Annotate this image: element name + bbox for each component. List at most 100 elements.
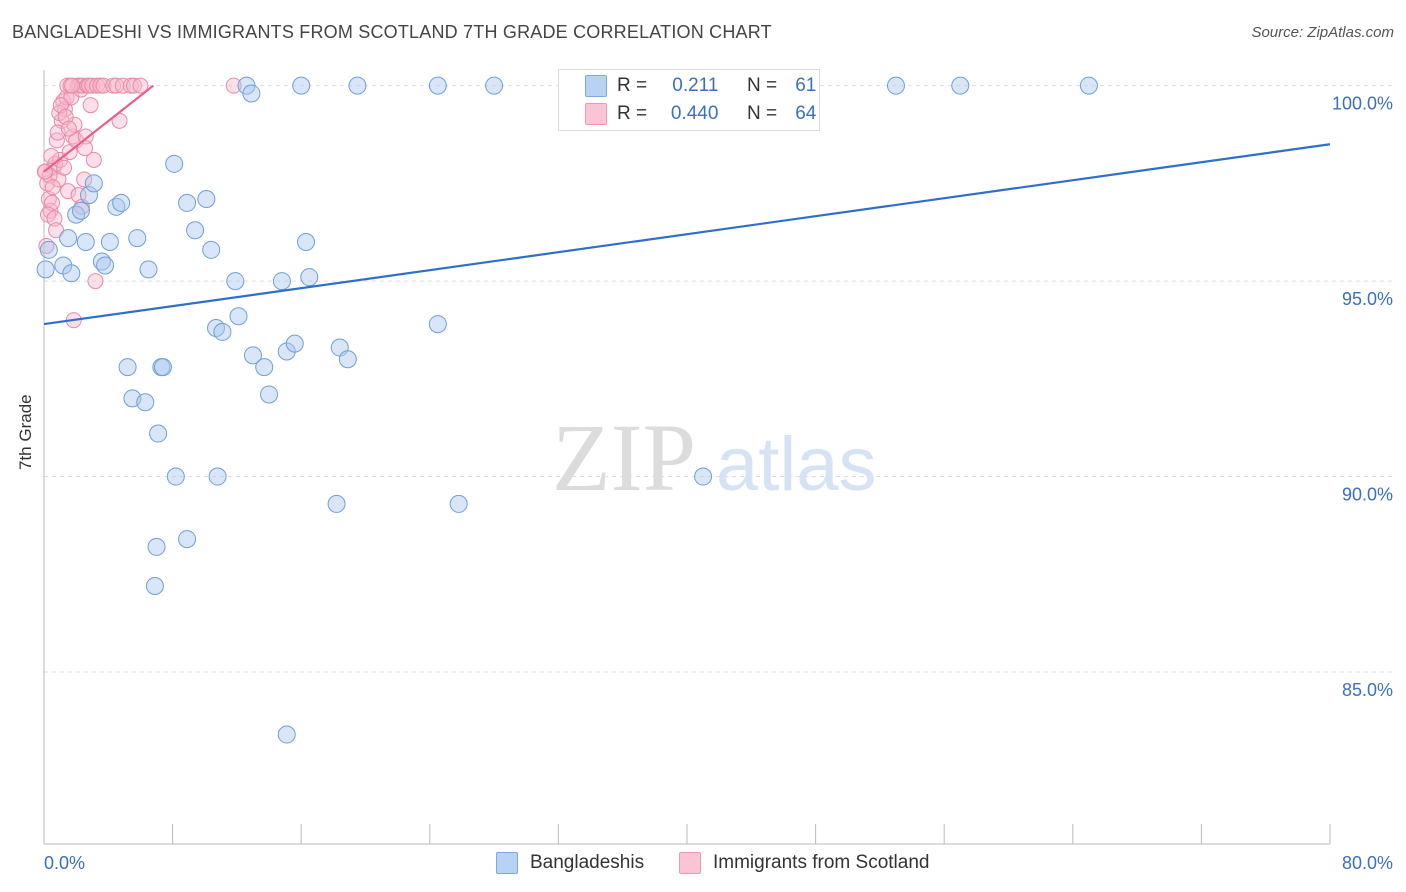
pink-point bbox=[64, 77, 81, 94]
blue-point bbox=[165, 154, 184, 173]
blue-point bbox=[36, 260, 55, 279]
legend-n-label: N = bbox=[746, 103, 778, 124]
blue-point bbox=[39, 240, 58, 259]
blue-point bbox=[327, 494, 346, 513]
x-tick-label: 0.0% bbox=[44, 853, 85, 873]
blue-point bbox=[428, 315, 447, 334]
pink-point bbox=[60, 183, 77, 200]
pink-trend-line bbox=[43, 84, 154, 173]
blue-point bbox=[202, 240, 221, 259]
legend-swatch-blue bbox=[496, 852, 518, 874]
blue-point bbox=[243, 346, 262, 365]
blue-point bbox=[300, 268, 319, 287]
gridlines bbox=[44, 85, 1394, 673]
blue-trend-line bbox=[43, 143, 1331, 326]
trend-lines bbox=[43, 84, 1331, 326]
legend-item-bangladeshis: Bangladeshis bbox=[496, 852, 644, 874]
blue-point bbox=[149, 424, 168, 443]
legend-swatch-blue bbox=[585, 75, 607, 97]
pink-point bbox=[48, 222, 65, 239]
blue-point bbox=[147, 537, 166, 556]
y-tick-label: 100.0% bbox=[1332, 94, 1393, 114]
blue-point bbox=[71, 201, 90, 220]
y-tick-label: 95.0% bbox=[1342, 289, 1393, 309]
blue-point bbox=[186, 221, 205, 240]
blue-point bbox=[285, 334, 304, 353]
legend-label-scotland: Immigrants from Scotland bbox=[713, 852, 930, 873]
watermark: ZIP atlas bbox=[552, 404, 877, 511]
blue-point bbox=[1079, 76, 1098, 95]
legend-swatch-pink bbox=[585, 103, 607, 125]
blue-point bbox=[694, 467, 713, 486]
legend-r-value: 0.440 bbox=[670, 103, 719, 124]
axes bbox=[43, 70, 1331, 845]
blue-point bbox=[226, 272, 245, 291]
pink-point bbox=[60, 120, 77, 137]
blue-point bbox=[449, 494, 468, 513]
blue-point bbox=[153, 358, 172, 377]
source-credit: Source: ZipAtlas.com bbox=[1251, 24, 1394, 41]
blue-point bbox=[428, 76, 447, 95]
blue-point bbox=[197, 190, 216, 208]
blue-point bbox=[208, 467, 227, 486]
blue-point bbox=[145, 577, 164, 595]
pink-point bbox=[82, 97, 99, 114]
blue-point bbox=[292, 76, 311, 95]
blue-point bbox=[59, 229, 78, 248]
blue-point bbox=[128, 229, 147, 248]
legend-r-label: R = bbox=[617, 103, 648, 124]
legend-n-label: N = bbox=[746, 75, 778, 96]
pink-point bbox=[43, 148, 60, 164]
blue-series bbox=[36, 76, 1098, 744]
blue-point bbox=[76, 233, 95, 251]
pink-point bbox=[46, 210, 63, 227]
legend-n-value: 61 bbox=[795, 75, 817, 96]
legend-item-scotland: Immigrants from Scotland bbox=[679, 852, 929, 874]
series-legend: Bangladeshis Immigrants from Scotland bbox=[0, 852, 1406, 878]
pink-point bbox=[132, 77, 149, 94]
x-tick-label: 80.0% bbox=[1342, 853, 1393, 873]
pink-point bbox=[38, 237, 55, 254]
pink-point bbox=[56, 159, 73, 176]
blue-point bbox=[96, 256, 115, 275]
y-tick-label: 90.0% bbox=[1342, 485, 1393, 505]
blue-point bbox=[485, 76, 504, 95]
blue-point bbox=[84, 174, 103, 193]
blue-point bbox=[136, 393, 155, 412]
chart-title: BANGLADESHI VS IMMIGRANTS FROM SCOTLAND … bbox=[12, 22, 772, 42]
blue-point bbox=[62, 264, 81, 283]
blue-point bbox=[272, 272, 291, 291]
pink-point bbox=[126, 77, 143, 94]
pink-point bbox=[52, 97, 69, 114]
pink-point bbox=[114, 77, 131, 94]
blue-point bbox=[166, 467, 185, 486]
blue-point bbox=[338, 350, 357, 369]
pink-point bbox=[44, 179, 61, 196]
pink-point bbox=[95, 77, 112, 94]
pink-point bbox=[85, 151, 102, 168]
legend-swatch-pink bbox=[679, 852, 701, 874]
blue-point bbox=[255, 358, 274, 377]
y-axis-label: 7th Grade bbox=[16, 394, 35, 470]
blue-point bbox=[80, 186, 99, 205]
tick-labels: 100.0% 95.0% 90.0% 85.0% 0.0% 80.0% bbox=[44, 94, 1393, 873]
blue-point bbox=[100, 233, 119, 251]
legend-label-bangladeshis: Bangladeshis bbox=[530, 852, 645, 873]
blue-point bbox=[229, 307, 248, 326]
blue-point bbox=[886, 76, 905, 95]
blue-point bbox=[297, 233, 316, 251]
pink-point bbox=[87, 273, 104, 290]
y-tick-label: 85.0% bbox=[1342, 680, 1393, 700]
watermark-zip: ZIP bbox=[552, 404, 696, 511]
blue-point bbox=[213, 322, 232, 341]
blue-point bbox=[277, 725, 296, 744]
legend-r-label: R = bbox=[617, 75, 648, 96]
legend-n-value: 64 bbox=[795, 103, 817, 124]
watermark-atlas: atlas bbox=[716, 422, 877, 507]
blue-point bbox=[348, 76, 367, 95]
pink-point bbox=[225, 77, 242, 94]
pink-point bbox=[76, 171, 93, 188]
blue-point bbox=[178, 530, 197, 549]
legend-r-value: 0.211 bbox=[672, 75, 719, 96]
